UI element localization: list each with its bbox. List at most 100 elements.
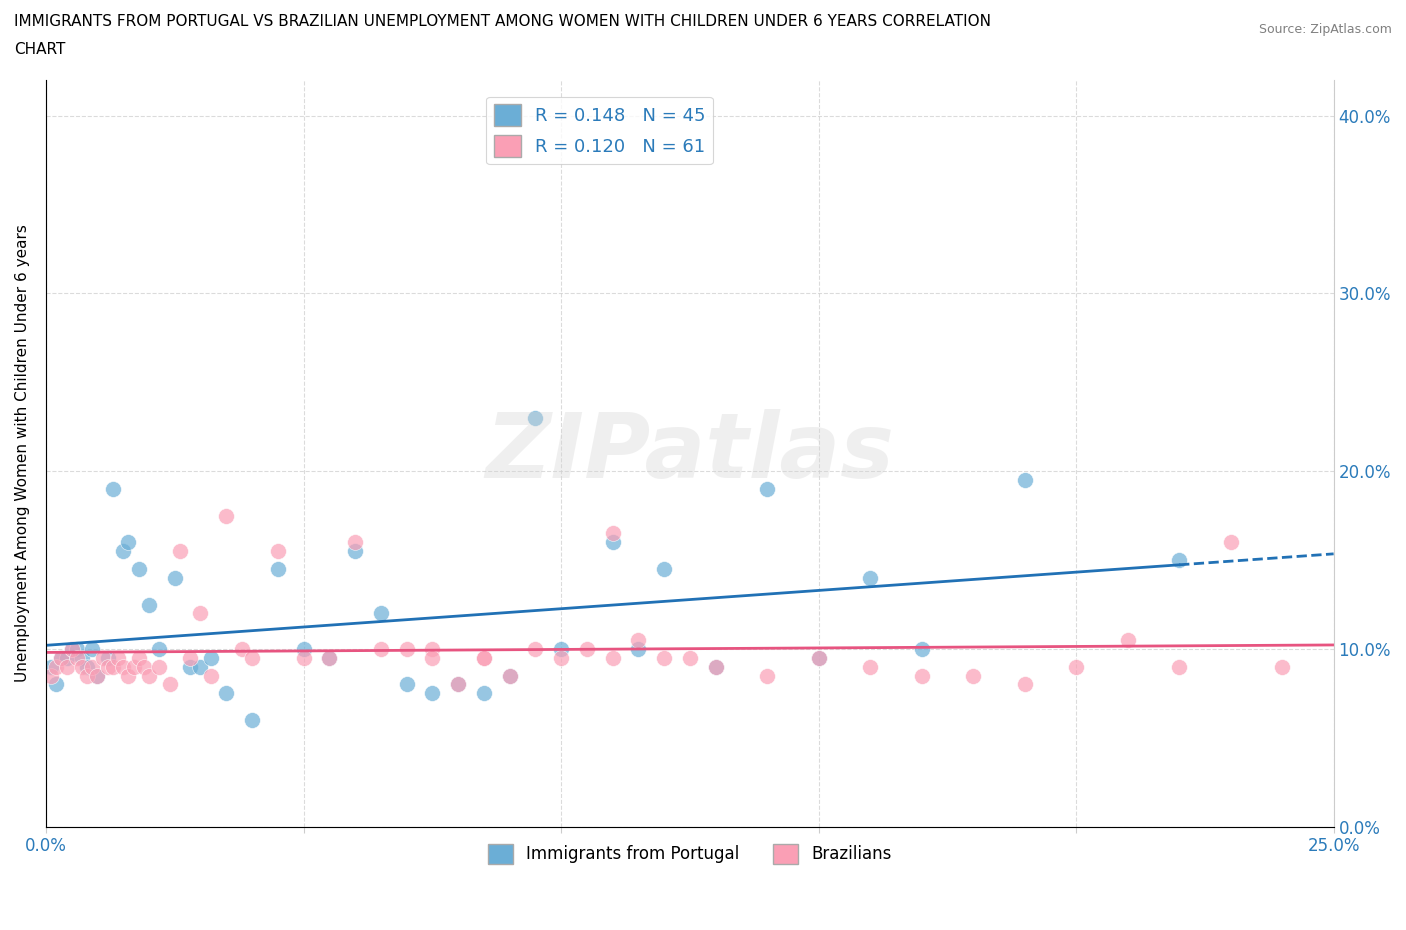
Point bbox=[101, 659, 124, 674]
Point bbox=[190, 659, 212, 674]
Point bbox=[240, 650, 263, 665]
Point bbox=[39, 659, 62, 674]
Point bbox=[82, 659, 104, 674]
Point bbox=[240, 712, 263, 727]
Point bbox=[45, 677, 67, 692]
Point bbox=[756, 668, 779, 683]
Point bbox=[97, 650, 120, 665]
Point bbox=[1168, 552, 1191, 567]
Point bbox=[86, 668, 108, 683]
Point bbox=[122, 659, 145, 674]
Point bbox=[1116, 632, 1139, 647]
Point bbox=[447, 677, 470, 692]
Point bbox=[76, 668, 98, 683]
Point bbox=[498, 668, 520, 683]
Point bbox=[704, 659, 727, 674]
Point bbox=[128, 650, 150, 665]
Point bbox=[962, 668, 984, 683]
Point bbox=[70, 650, 93, 665]
Point bbox=[169, 544, 191, 559]
Point bbox=[395, 642, 418, 657]
Point bbox=[472, 650, 495, 665]
Point bbox=[1064, 659, 1087, 674]
Point bbox=[45, 659, 67, 674]
Point bbox=[370, 606, 392, 621]
Point bbox=[395, 677, 418, 692]
Point bbox=[807, 650, 830, 665]
Point bbox=[138, 597, 160, 612]
Point bbox=[1219, 535, 1241, 550]
Point bbox=[343, 535, 366, 550]
Point bbox=[472, 650, 495, 665]
Point bbox=[704, 659, 727, 674]
Point bbox=[148, 642, 170, 657]
Point bbox=[117, 668, 139, 683]
Point bbox=[756, 482, 779, 497]
Point bbox=[112, 659, 135, 674]
Point bbox=[550, 650, 572, 665]
Point bbox=[86, 668, 108, 683]
Point bbox=[292, 650, 315, 665]
Text: CHART: CHART bbox=[14, 42, 66, 57]
Point bbox=[420, 650, 443, 665]
Point bbox=[101, 482, 124, 497]
Point bbox=[267, 562, 290, 577]
Point bbox=[97, 659, 120, 674]
Point bbox=[179, 659, 201, 674]
Point bbox=[420, 686, 443, 701]
Point bbox=[524, 410, 547, 425]
Point bbox=[91, 650, 114, 665]
Point bbox=[524, 642, 547, 657]
Point bbox=[602, 650, 624, 665]
Point bbox=[132, 659, 155, 674]
Point bbox=[117, 535, 139, 550]
Point bbox=[318, 650, 340, 665]
Point bbox=[112, 544, 135, 559]
Point bbox=[575, 642, 598, 657]
Point bbox=[70, 659, 93, 674]
Point bbox=[138, 668, 160, 683]
Point bbox=[627, 632, 650, 647]
Point bbox=[550, 642, 572, 657]
Point bbox=[51, 650, 73, 665]
Point bbox=[472, 686, 495, 701]
Point bbox=[679, 650, 702, 665]
Point bbox=[627, 642, 650, 657]
Point bbox=[66, 650, 89, 665]
Point bbox=[420, 642, 443, 657]
Point bbox=[163, 570, 186, 585]
Point bbox=[447, 677, 470, 692]
Point bbox=[39, 668, 62, 683]
Text: Source: ZipAtlas.com: Source: ZipAtlas.com bbox=[1258, 23, 1392, 36]
Point bbox=[200, 668, 222, 683]
Point bbox=[602, 535, 624, 550]
Point bbox=[55, 650, 77, 665]
Point bbox=[76, 659, 98, 674]
Point bbox=[652, 562, 675, 577]
Text: ZIPatlas: ZIPatlas bbox=[485, 409, 894, 498]
Point bbox=[859, 570, 882, 585]
Point bbox=[200, 650, 222, 665]
Point bbox=[910, 668, 932, 683]
Point bbox=[318, 650, 340, 665]
Point bbox=[60, 642, 83, 657]
Point bbox=[215, 686, 238, 701]
Point bbox=[159, 677, 181, 692]
Point bbox=[1014, 677, 1036, 692]
Point bbox=[498, 668, 520, 683]
Point bbox=[370, 642, 392, 657]
Point bbox=[51, 650, 73, 665]
Point bbox=[602, 526, 624, 541]
Legend: Immigrants from Portugal, Brazilians: Immigrants from Portugal, Brazilians bbox=[481, 837, 898, 870]
Point bbox=[66, 642, 89, 657]
Point bbox=[148, 659, 170, 674]
Point bbox=[1271, 659, 1294, 674]
Point bbox=[60, 642, 83, 657]
Point bbox=[859, 659, 882, 674]
Point bbox=[128, 562, 150, 577]
Point bbox=[55, 659, 77, 674]
Point bbox=[267, 544, 290, 559]
Point bbox=[215, 508, 238, 523]
Point bbox=[1014, 472, 1036, 487]
Point bbox=[179, 650, 201, 665]
